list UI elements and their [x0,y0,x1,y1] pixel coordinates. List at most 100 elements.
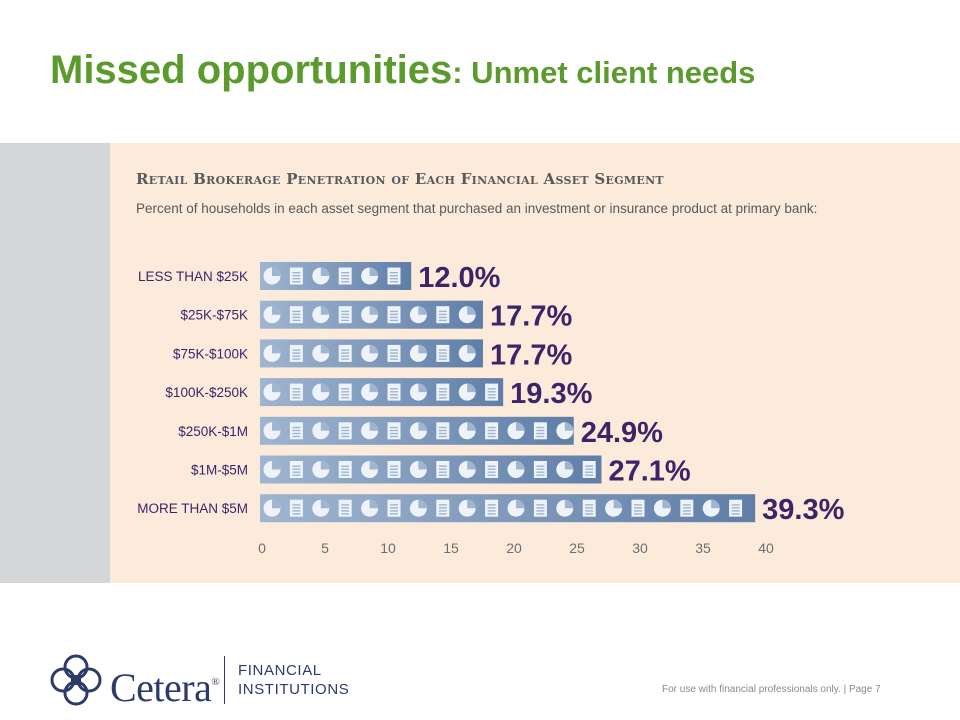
bar-row: $100K-$250K 19.3% [165,378,593,410]
document-icon [729,499,743,517]
document-icon [289,422,303,440]
logo-wordmark: Cetera® [110,660,220,710]
document-icon [485,422,499,440]
category-label: $1M-$5M [191,463,248,478]
logo-divider [224,656,225,704]
document-icon [338,422,352,440]
pie-chart-icon [507,422,525,440]
pie-chart-icon [312,267,330,285]
pie-chart-icon [361,344,379,362]
category-label: $100K-$250K [165,385,248,400]
pie-chart-icon [653,499,671,517]
bar-row: MORE THAN $5M 39.3% [137,494,845,526]
logo-line-institutions: INSTITUTIONS [238,681,350,698]
logo-wordmark-text: Cetera [110,665,212,710]
x-tick-label: 30 [632,540,648,556]
pie-chart-icon [409,306,427,324]
document-icon [533,461,547,478]
category-label: $250K-$1M [178,424,248,439]
x-tick-label: 0 [258,540,266,556]
side-band [0,143,110,583]
value-label: 12.0% [418,262,500,294]
document-icon [485,383,499,401]
document-icon [289,344,303,362]
document-icon [680,499,694,517]
document-icon [289,267,303,285]
document-icon [582,499,596,517]
category-label: MORE THAN $5M [137,501,248,516]
pie-chart-icon [409,383,427,401]
document-icon [533,422,547,440]
document-icon [387,461,401,478]
bar-row: $25K-$75K 17.7% [180,300,572,333]
cetera-knot-icon [50,654,102,706]
footer-note: For use with financial professionals onl… [662,684,881,695]
pie-chart-icon [458,461,476,478]
slide-title: Missed opportunities: Unmet client needs [50,48,755,93]
document-icon [338,499,352,517]
document-icon [436,383,450,401]
document-icon [485,461,499,478]
value-label: 19.3% [510,378,592,410]
category-label: $75K-$100K [173,346,248,361]
document-icon [338,461,352,478]
document-icon [289,306,303,324]
x-tick-label: 10 [380,540,396,556]
document-icon [436,344,450,362]
value-label: 24.9% [581,417,663,449]
registered-mark: ® [211,676,220,688]
document-icon [289,499,303,517]
pie-chart-icon [312,306,330,324]
bar-row: $75K-$100K 17.7% [173,339,572,371]
bar [260,262,412,290]
pie-chart-icon [312,344,330,362]
bar-chart: LESS THAN $25K 12.0%$25K-$75K 17.7%$75K-$1… [137,262,845,556]
pie-chart-icon [458,306,476,324]
document-icon [338,383,352,401]
pie-chart-icon [263,461,281,478]
pie-chart-icon [263,306,281,324]
pie-chart-icon [507,499,525,517]
document-icon [289,461,303,478]
pie-chart-icon [263,383,281,401]
logo-line-financial: FINANCIAL [238,662,322,679]
chart-subtitle: Percent of households in each asset segm… [136,201,818,216]
document-icon [582,461,596,478]
value-label: 17.7% [490,339,572,371]
category-label: $25K-$75K [180,308,248,323]
category-label: LESS THAN $25K [138,269,248,284]
document-icon [338,306,352,324]
pie-chart-icon [312,422,330,440]
document-icon [436,499,450,517]
pie-chart-icon [458,499,476,517]
pie-chart-icon [409,461,427,478]
document-icon [387,499,401,517]
pie-chart-icon [361,422,379,440]
slide-title-main: Missed opportunities [50,48,453,92]
pie-chart-icon [556,422,574,440]
pie-chart-icon [263,422,281,440]
x-tick-label: 20 [506,540,522,556]
pie-chart-icon [702,499,720,517]
pie-chart-icon [361,499,379,517]
document-icon [387,383,401,401]
value-label: 39.3% [762,494,844,526]
pie-chart-icon [361,267,379,285]
pie-chart-icon [312,499,330,517]
bar-row: $250K-$1M 24.9% [178,416,663,449]
x-tick-label: 15 [443,540,459,556]
slide-title-sub: : Unmet client needs [452,55,756,90]
pie-chart-icon [361,383,379,401]
bar-row: $1M-$5M 27.1% [191,455,691,488]
pie-chart-icon [458,344,476,362]
x-tick-label: 5 [321,540,329,556]
pie-chart-icon [312,461,330,478]
pie-chart-icon [409,344,427,362]
document-icon [338,267,352,285]
pie-chart-icon [263,344,281,362]
pie-chart-icon [409,499,427,517]
pie-chart-icon [556,461,574,478]
pie-chart-icon [312,383,330,401]
document-icon [387,306,401,324]
x-tick-label: 40 [758,540,774,556]
